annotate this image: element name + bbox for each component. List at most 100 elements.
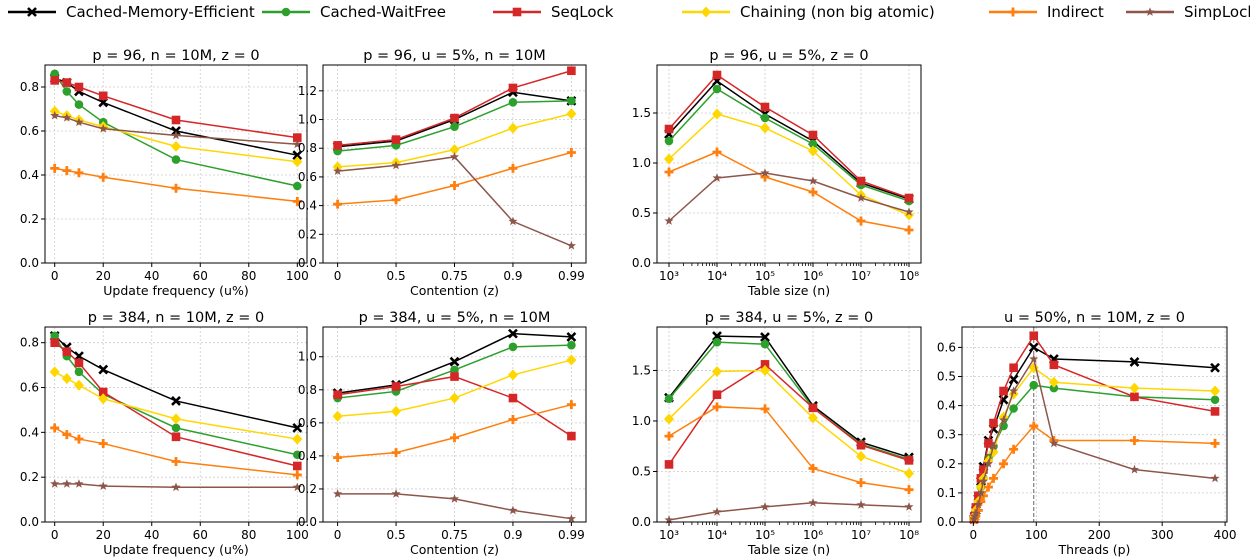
data-point [760,102,770,112]
chart-title: p = 96, u = 5%, n = 10M [363,48,546,64]
series-line [973,366,1216,520]
data-point [1129,357,1140,367]
series-line [973,424,1216,520]
data-point [664,413,674,425]
data-point [171,432,181,442]
series-star [333,152,576,250]
data-point [508,415,518,425]
chart-title: p = 384, u = 5%, n = 10M [359,310,551,326]
data-point [508,98,518,107]
data-point [50,338,60,347]
data-point [449,144,460,156]
y-tick-label: 1.5 [632,106,651,120]
x-tick-label: 400 [1214,528,1237,542]
y-tick-label: 0.0 [632,256,651,270]
data-point [567,66,576,76]
x-axis-label: Table size (n) [747,283,830,298]
y-tick-label: 0.2 [937,457,956,471]
data-point [808,498,818,507]
x-tick-label: 80 [241,528,256,542]
x-tick-label: 80 [241,269,256,283]
series-plus [50,423,302,480]
data-point [74,100,84,109]
data-point [62,166,72,176]
x-tick-label: 60 [193,528,208,542]
legend-label: Indirect [1047,3,1104,21]
data-point [808,187,818,197]
chart-title: p = 384, u = 5%, z = 0 [705,310,873,326]
data-point [566,354,577,366]
series-diamond [664,108,914,221]
x-tick-label: 10⁴ [707,528,727,542]
series-line [668,172,910,222]
series-line [668,502,910,521]
data-point [904,485,914,495]
data-point [391,135,401,144]
data-point [98,124,108,133]
data-point [1210,395,1220,405]
data-point [1129,436,1139,446]
data-point [567,96,576,106]
data-point [292,433,303,445]
x-tick-label: 10⁶ [803,528,823,542]
data-point [98,172,108,182]
y-tick-label: 0.4 [937,399,956,413]
data-point [507,369,518,381]
legend-x-marker [27,7,37,17]
data-point [664,460,674,469]
data-point [664,136,674,146]
grid [323,65,586,264]
series-line [973,346,1216,520]
data-point [969,514,979,523]
data-point [171,423,181,433]
legend-entry: Indirect [989,3,1104,21]
data-point [62,347,72,356]
data-point [391,448,401,458]
data-point [760,404,770,414]
series-square [333,66,576,150]
y-tick-label: 0.4 [20,168,39,182]
x-tick-label: 0.5 [387,269,406,283]
series-circle [50,69,302,191]
data-point [760,113,770,123]
legend-entry: Cached-WaitFree [262,3,446,21]
x-axis-label: Table size (n) [747,542,830,557]
x-axis-label: Threads (p) [1058,542,1131,557]
y-tick-label: 0.0 [632,515,651,529]
y-tick-label: 0.1 [937,486,956,500]
series-square [664,360,914,469]
axes-frame [44,64,308,264]
data-point [508,393,518,403]
data-point [449,356,460,367]
data-point [332,410,343,422]
data-point [1210,385,1221,397]
data-point [566,331,577,342]
data-point [333,166,343,176]
series-line [668,113,910,216]
data-point [391,405,402,417]
chart-title: u = 50%, n = 10M, z = 0 [1004,310,1185,326]
data-point [62,479,72,488]
legend-label: SimpLock [1184,3,1250,21]
y-tick-label: 0.2 [298,227,317,241]
y-tick-label: 0.6 [937,340,956,354]
data-point [171,482,181,492]
data-point [1029,421,1039,431]
data-point [450,122,459,131]
series-line [54,342,298,467]
data-point [171,130,181,140]
data-point [566,108,577,120]
data-point [171,140,181,152]
data-point [98,481,108,491]
data-point [1049,383,1059,393]
y-tick-label: 0.4 [298,449,317,463]
data-point [508,163,518,173]
x-tick-label: 10⁷ [851,528,871,542]
x-tick-label: 0.9 [503,269,522,283]
data-point [712,173,722,182]
data-point [856,176,866,186]
series-star [50,479,302,492]
data-point [508,342,518,352]
data-point [62,113,72,122]
x-tick-label: 300 [1151,528,1174,542]
